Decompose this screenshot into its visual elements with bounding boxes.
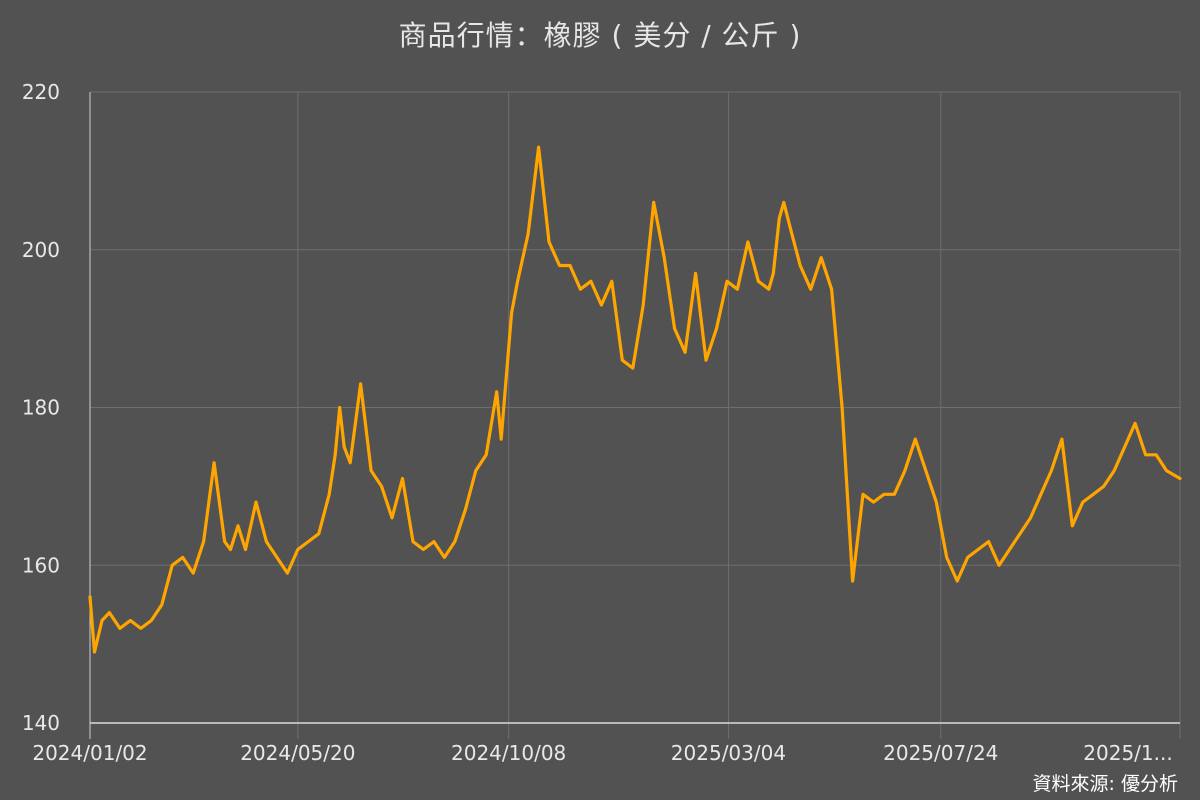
- x-tick-label: 2025/1...: [1083, 741, 1172, 765]
- y-tick-label: 140: [22, 711, 60, 735]
- y-tick-label: 180: [22, 396, 60, 420]
- y-tick-label: 220: [22, 80, 60, 104]
- y-axis-tick-labels: 140 160 180 200 220: [22, 80, 60, 735]
- rubber-price-line: [88, 145, 1182, 654]
- y-tick-label: 160: [22, 553, 60, 577]
- x-tick-label: 2025/07/24: [883, 741, 998, 765]
- grid-lines: [89, 91, 1181, 739]
- x-axis-tick-labels: 2024/01/02 2024/05/20 2024/10/08 2025/03/04…: [32, 741, 1172, 765]
- x-tick-label: 2025/03/04: [671, 741, 786, 765]
- chart-title: 商品行情：橡膠 ( 美分 / 公斤 ): [398, 19, 802, 52]
- y-tick-label: 200: [22, 238, 60, 262]
- x-tick-label: 2024/05/20: [240, 741, 355, 765]
- data-source-label: 資料來源: 優分析: [1032, 773, 1178, 795]
- x-tick-label: 2024/01/02: [32, 741, 147, 765]
- x-tick-label: 2024/10/08: [451, 741, 566, 765]
